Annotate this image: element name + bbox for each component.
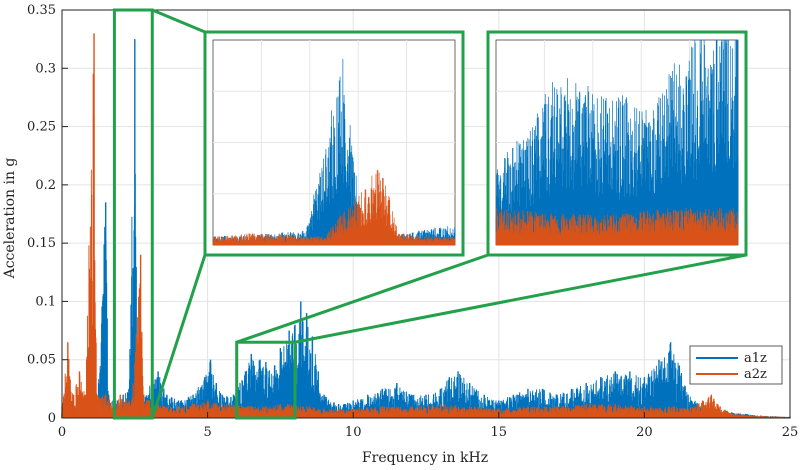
legend: a1z a2z: [689, 345, 783, 385]
zoom-connector: [150, 254, 207, 419]
series-a2z: [61, 33, 791, 418]
y-axis-label: Acceleration in g: [2, 158, 18, 280]
x-tick-label: 25: [782, 425, 799, 440]
inset-series-a2z: [212, 169, 456, 245]
x-tick-label: 5: [203, 425, 211, 440]
x-axis-label: Frequency in kHz: [362, 450, 488, 466]
legend-label-a2z: a2z: [744, 367, 767, 382]
axes-frame: [61, 9, 791, 419]
zoom-box-low: [112, 8, 154, 420]
x-tick-label: 10: [345, 425, 362, 440]
plot-frame: [61, 9, 791, 419]
zoom-connector: [151, 8, 206, 34]
zoom-connector: [236, 253, 489, 344]
y-tick-label: 0.25: [27, 120, 56, 135]
y-tick-label: 0.3: [35, 61, 56, 76]
y-tick-label: 0: [48, 411, 56, 426]
series-layer: [61, 33, 791, 418]
tick-labels: 0 5 10 15 20 25 0 0.05 0.1 0.15 0.2 0.25 0.3 0.35: [27, 3, 798, 440]
legend-label-a1z: a1z: [744, 351, 767, 366]
y-tick-label: 0.35: [27, 3, 56, 18]
y-tick-label: 0.1: [35, 294, 56, 309]
legend-box: [689, 345, 783, 385]
zoom-box-mid: [235, 340, 297, 420]
y-tick-label: 0.05: [27, 353, 56, 368]
y-tick-label: 0.15: [27, 236, 56, 251]
inset-series-a1z: [495, 40, 739, 245]
x-tick-label: 15: [491, 425, 508, 440]
x-tick-label: 0: [58, 425, 66, 440]
inset-series-a2z: [495, 207, 739, 245]
zoom-annotations: [112, 8, 747, 420]
inset-low-frequency: [203, 30, 465, 257]
inset-mid-frequency: [486, 30, 748, 257]
x-tick-label: 20: [636, 425, 653, 440]
zoom-connector: [294, 253, 747, 344]
y-tick-label: 0.2: [35, 178, 56, 193]
